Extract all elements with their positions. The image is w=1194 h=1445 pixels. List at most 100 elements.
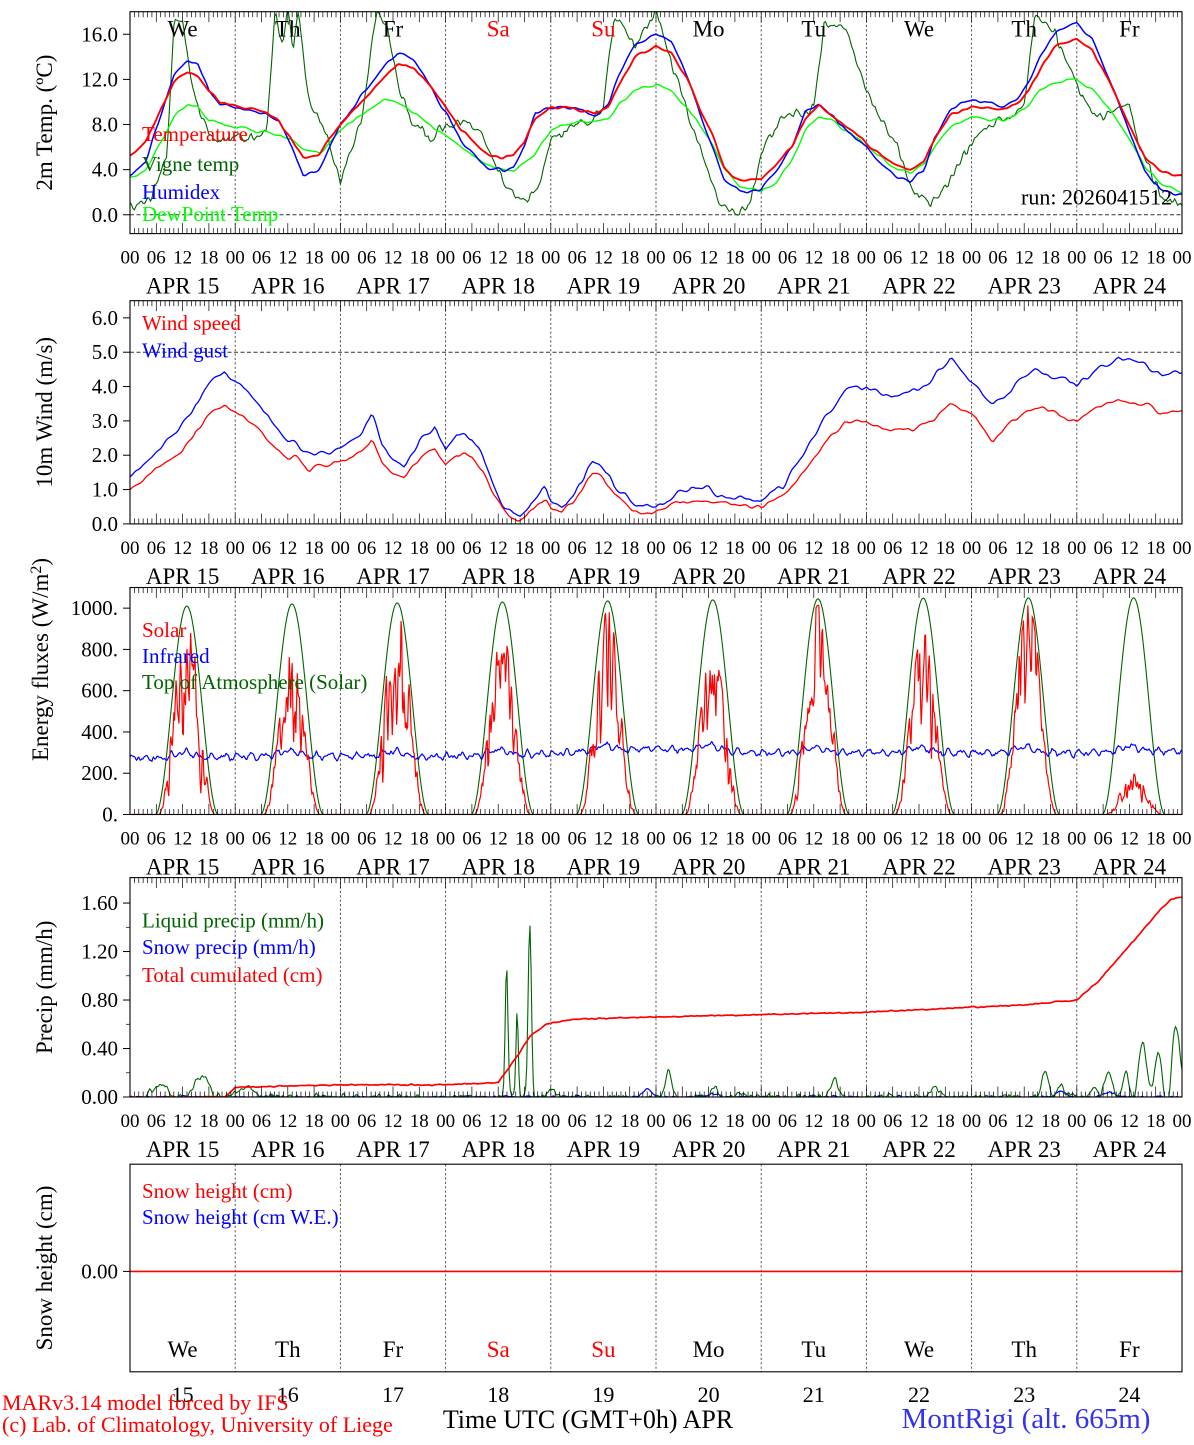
svg-text:00: 00: [226, 1111, 245, 1132]
svg-text:18: 18: [831, 248, 850, 269]
svg-text:00: 00: [962, 248, 981, 269]
svg-text:18: 18: [410, 1111, 429, 1132]
svg-text:APR 20: APR 20: [672, 855, 746, 880]
svg-text:Wind speed: Wind speed: [142, 311, 241, 335]
svg-text:Th: Th: [1011, 1337, 1037, 1362]
svg-text:APR 22: APR 22: [882, 1137, 956, 1162]
svg-text:We: We: [904, 1337, 934, 1362]
svg-text:Sa: Sa: [487, 17, 510, 42]
svg-text:18: 18: [936, 1111, 955, 1132]
svg-text:00: 00: [331, 248, 350, 269]
svg-text:APR 21: APR 21: [777, 1137, 851, 1162]
svg-text:18: 18: [936, 538, 955, 559]
svg-text:06: 06: [883, 248, 902, 269]
svg-text:12: 12: [594, 1111, 613, 1132]
svg-text:18: 18: [515, 538, 534, 559]
svg-text:12: 12: [173, 538, 192, 559]
svg-text:06: 06: [883, 1111, 902, 1132]
svg-text:12: 12: [910, 248, 929, 269]
svg-text:18: 18: [1146, 1111, 1165, 1132]
svg-text:Snow height (cm): Snow height (cm): [142, 1179, 292, 1203]
svg-text:6.0: 6.0: [92, 306, 118, 330]
svg-text:00: 00: [436, 538, 455, 559]
svg-text:06: 06: [778, 538, 797, 559]
svg-text:We: We: [168, 1337, 198, 1362]
svg-text:Temperature: Temperature: [142, 122, 248, 146]
svg-text:12: 12: [1015, 538, 1034, 559]
svg-text:APR 17: APR 17: [356, 274, 430, 299]
svg-text:APR 21: APR 21: [777, 855, 851, 880]
svg-text:06: 06: [988, 1111, 1007, 1132]
svg-text:00: 00: [647, 1111, 666, 1132]
svg-text:06: 06: [147, 1111, 166, 1132]
svg-text:00: 00: [1067, 829, 1086, 850]
svg-text:3.0: 3.0: [92, 409, 118, 433]
svg-text:06: 06: [568, 538, 587, 559]
svg-text:(c) Lab. of Climatology, Unive: (c) Lab. of Climatology, University of L…: [2, 1412, 393, 1437]
svg-text:Wind gust: Wind gust: [142, 338, 228, 362]
svg-text:00: 00: [857, 829, 876, 850]
svg-text:Snow height (cm): Snow height (cm): [32, 1186, 57, 1351]
svg-text:00: 00: [857, 248, 876, 269]
svg-text:00: 00: [121, 538, 140, 559]
svg-text:00: 00: [541, 248, 560, 269]
svg-text:18: 18: [831, 1111, 850, 1132]
svg-text:2.0: 2.0: [92, 443, 118, 467]
svg-text:12: 12: [594, 829, 613, 850]
svg-text:APR 15: APR 15: [146, 274, 220, 299]
svg-text:00: 00: [857, 1111, 876, 1132]
svg-text:18: 18: [725, 1111, 744, 1132]
svg-text:8.0: 8.0: [92, 113, 118, 137]
svg-text:4.0: 4.0: [92, 158, 118, 182]
svg-text:Time UTC (GMT+0h) APR: Time UTC (GMT+0h) APR: [443, 1405, 734, 1434]
svg-text:APR 17: APR 17: [356, 564, 430, 589]
svg-text:We: We: [168, 17, 198, 42]
svg-text:06: 06: [673, 538, 692, 559]
svg-text:18: 18: [725, 248, 744, 269]
svg-text:DewPoint Temp: DewPoint Temp: [142, 202, 278, 226]
svg-text:18: 18: [620, 1111, 639, 1132]
svg-text:12: 12: [804, 248, 823, 269]
svg-text:06: 06: [778, 1111, 797, 1132]
svg-text:06: 06: [988, 829, 1007, 850]
svg-text:00: 00: [541, 538, 560, 559]
svg-text:10m Wind (m/s): 10m Wind (m/s): [32, 337, 57, 488]
svg-text:Sa: Sa: [487, 1337, 510, 1362]
svg-text:APR 15: APR 15: [146, 855, 220, 880]
svg-text:12: 12: [804, 1111, 823, 1132]
svg-text:18: 18: [1146, 538, 1165, 559]
svg-text:12: 12: [910, 538, 929, 559]
svg-text:06: 06: [778, 829, 797, 850]
svg-text:06: 06: [883, 829, 902, 850]
svg-text:00: 00: [962, 829, 981, 850]
svg-text:APR 22: APR 22: [882, 564, 956, 589]
svg-text:18: 18: [410, 829, 429, 850]
svg-text:APR 17: APR 17: [356, 855, 430, 880]
svg-text:18: 18: [1041, 248, 1060, 269]
svg-text:00: 00: [1067, 1111, 1086, 1132]
svg-text:run: 2026041512: run: 2026041512: [1021, 185, 1172, 210]
svg-text:1.60: 1.60: [81, 891, 118, 915]
svg-text:Th: Th: [275, 1337, 301, 1362]
svg-text:12: 12: [699, 1111, 718, 1132]
svg-text:00: 00: [436, 248, 455, 269]
svg-text:18: 18: [199, 538, 218, 559]
svg-text:00: 00: [226, 538, 245, 559]
svg-text:12: 12: [384, 538, 403, 559]
svg-text:00: 00: [752, 829, 771, 850]
svg-text:APR 16: APR 16: [251, 564, 325, 589]
svg-text:18: 18: [305, 829, 324, 850]
svg-text:12: 12: [699, 248, 718, 269]
svg-text:06: 06: [673, 829, 692, 850]
svg-text:17: 17: [382, 1382, 404, 1407]
svg-text:18: 18: [515, 829, 534, 850]
svg-text:06: 06: [462, 829, 481, 850]
svg-text:00: 00: [857, 538, 876, 559]
svg-text:APR 16: APR 16: [251, 274, 325, 299]
svg-text:12: 12: [1120, 829, 1139, 850]
svg-text:1000.: 1000.: [71, 596, 118, 620]
svg-text:12: 12: [910, 829, 929, 850]
svg-text:Fr: Fr: [1119, 1337, 1140, 1362]
svg-text:06: 06: [147, 248, 166, 269]
svg-text:APR 19: APR 19: [567, 564, 641, 589]
